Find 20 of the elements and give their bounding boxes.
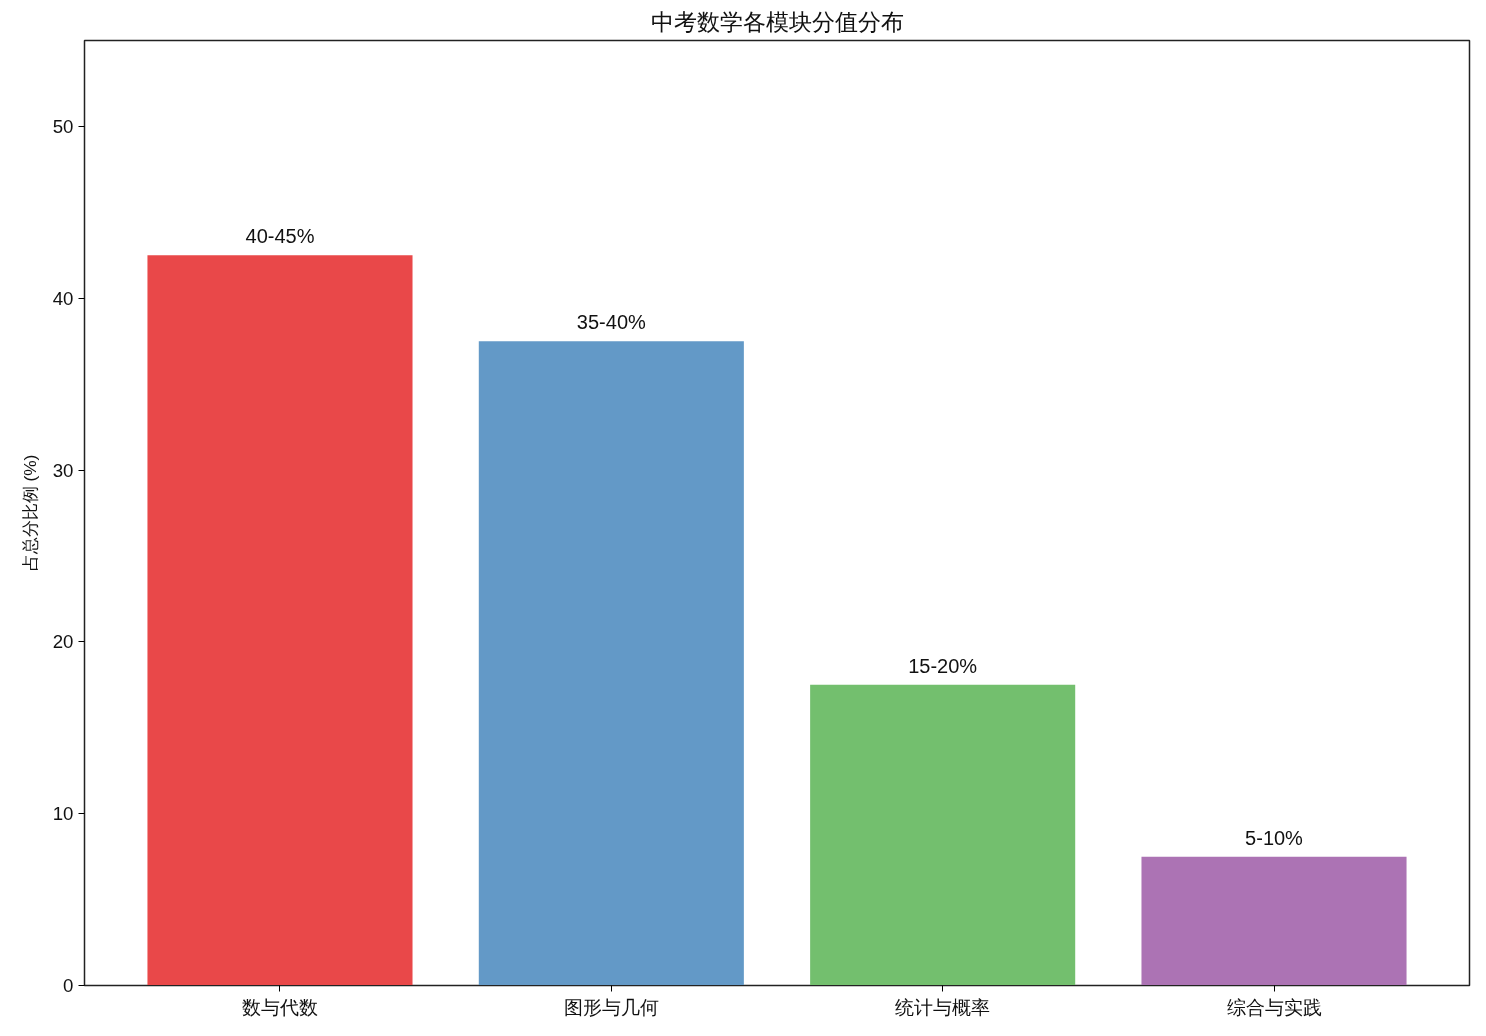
chart-title: 中考数学各模块分值分布 xyxy=(650,8,904,35)
y-tick-label: 0 xyxy=(63,975,74,996)
x-tick-label: 数与代数 xyxy=(241,996,318,1018)
bar xyxy=(478,341,744,986)
annotation: 15-20% xyxy=(908,654,978,677)
bar xyxy=(147,255,413,986)
y-tick-label: 50 xyxy=(52,115,74,137)
x-tick-label: 综合与实践 xyxy=(1226,996,1322,1018)
y-tick-label: 10 xyxy=(52,803,74,825)
bar xyxy=(810,684,1076,986)
y-axis-title: 占总分比例 (%) xyxy=(19,454,40,572)
annotation: 40-45% xyxy=(245,225,315,248)
annotation: 5-10% xyxy=(1245,826,1304,849)
y-tick-label: 20 xyxy=(52,631,74,653)
x-tick-label: 统计与概率 xyxy=(895,996,991,1018)
y-tick-label: 40 xyxy=(52,287,74,309)
annotation: 35-40% xyxy=(576,311,647,334)
x-tick-label: 图形与几何 xyxy=(563,996,659,1018)
y-tick-label: 30 xyxy=(52,459,74,481)
bar xyxy=(1141,856,1407,986)
